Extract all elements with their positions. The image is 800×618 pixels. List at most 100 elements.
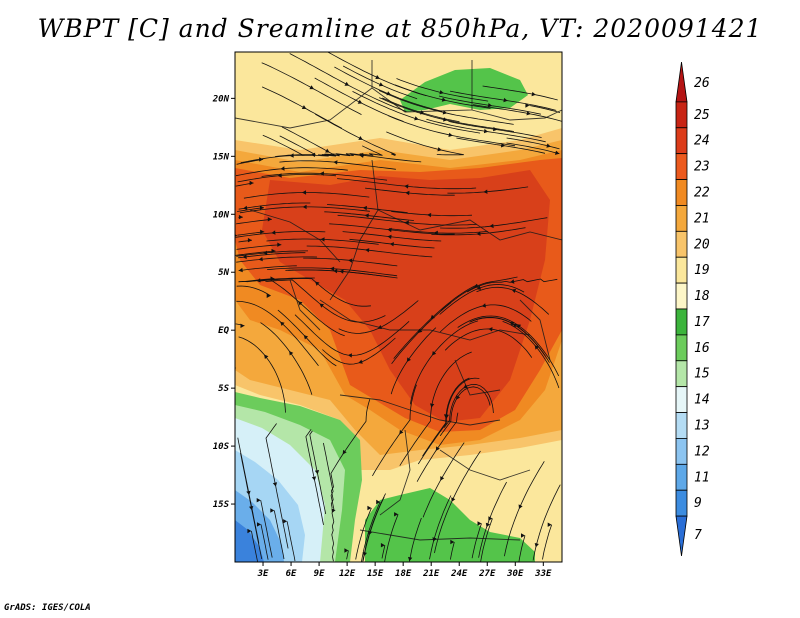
streamline-arrow bbox=[377, 325, 383, 329]
streamline-arrow bbox=[443, 414, 449, 419]
streamline-arrow bbox=[430, 403, 435, 408]
streamline bbox=[346, 550, 349, 560]
streamline-arrow bbox=[442, 110, 448, 115]
streamline-arrow bbox=[320, 237, 325, 242]
streamline-arrow bbox=[451, 497, 456, 502]
streamline-arrow bbox=[249, 180, 254, 186]
lon-tick-label: 3E bbox=[257, 569, 269, 579]
streamline-arrow bbox=[493, 126, 498, 132]
streamline bbox=[471, 523, 482, 559]
streamline-arrow bbox=[267, 217, 272, 222]
colorbar-label: 16 bbox=[694, 341, 710, 356]
streamline bbox=[279, 160, 396, 170]
streamline-arrow bbox=[525, 103, 530, 108]
streamline-arrow bbox=[298, 301, 303, 306]
streamline bbox=[238, 278, 275, 283]
streamline-arrow bbox=[364, 213, 369, 218]
streamline bbox=[355, 507, 372, 560]
colorbar-label: 17 bbox=[694, 315, 710, 330]
streamline-arrow bbox=[301, 105, 307, 109]
streamline-arrow bbox=[518, 504, 523, 509]
streamline-arrow bbox=[488, 516, 493, 521]
streamline-arrow bbox=[380, 543, 385, 548]
streamline bbox=[237, 207, 264, 212]
streamline bbox=[260, 524, 269, 560]
lat-tick-label: EQ bbox=[218, 326, 229, 336]
streamline-arrow bbox=[405, 190, 410, 196]
streamline-arrow bbox=[325, 148, 330, 153]
colorbar-label: 21 bbox=[694, 211, 710, 226]
streamline-arrow bbox=[387, 234, 392, 239]
streamline-arrow bbox=[257, 522, 261, 527]
streamline-arrows bbox=[231, 75, 560, 562]
lat-tick-label: 10N bbox=[213, 210, 230, 220]
streamline bbox=[265, 279, 386, 323]
streamline-arrow bbox=[456, 395, 461, 400]
lon-tick-label: 6E bbox=[286, 569, 297, 579]
streamline-arrow bbox=[280, 166, 285, 171]
streamline bbox=[429, 495, 452, 560]
streamline-arrow bbox=[259, 205, 264, 210]
streamline-arrow bbox=[399, 429, 404, 435]
streamline-arrow bbox=[394, 512, 399, 517]
streamline bbox=[542, 524, 553, 560]
streamline-arrow bbox=[231, 298, 235, 302]
streamline-arrow bbox=[333, 160, 338, 165]
colorbar-label: 19 bbox=[694, 263, 710, 278]
streamline bbox=[235, 231, 326, 238]
chart-title: WBPT [C] and Sreamline at 850hPa, VT: 20… bbox=[37, 14, 763, 43]
colorbar-label: 24 bbox=[694, 134, 710, 149]
green-north bbox=[400, 68, 528, 112]
streamline-arrow bbox=[280, 321, 285, 326]
grads-credit: GrADS: IGES/COLA bbox=[4, 603, 91, 613]
streamline-arrow bbox=[302, 190, 307, 195]
streamline bbox=[439, 386, 491, 437]
lat-tick-label: 15N bbox=[213, 152, 230, 162]
streamline-arrow bbox=[302, 204, 307, 210]
streamline-arrow bbox=[362, 552, 367, 557]
colorbar-segment bbox=[675, 334, 688, 362]
colorbar-segment bbox=[675, 412, 688, 439]
streamline-arrow bbox=[526, 111, 531, 116]
streamline bbox=[327, 52, 427, 97]
streamline bbox=[342, 65, 418, 100]
colorbar-segment bbox=[675, 205, 688, 232]
streamline-arrow bbox=[510, 279, 515, 284]
streamline bbox=[326, 204, 408, 213]
streamline-arrow bbox=[534, 345, 539, 350]
streamline-arrow bbox=[477, 521, 482, 526]
streamline-arrow bbox=[272, 482, 278, 487]
streamline bbox=[306, 245, 433, 258]
colorbar-label: 22 bbox=[694, 186, 710, 201]
streamline-arrow bbox=[509, 322, 515, 326]
lon-tick-label: 15E bbox=[367, 569, 384, 579]
streamline-arrow bbox=[358, 152, 363, 158]
streamline-arrow bbox=[448, 132, 453, 137]
streamline-arrow bbox=[263, 250, 268, 255]
streamline-arrow bbox=[266, 293, 271, 298]
streamline-arrow bbox=[260, 229, 265, 234]
streamline-arrow bbox=[358, 359, 363, 364]
streamline-arrow bbox=[386, 91, 391, 96]
colorbar-segment bbox=[675, 101, 688, 129]
streamline-arrow bbox=[440, 476, 445, 481]
streamline-arrow bbox=[270, 276, 275, 281]
colorbar-segment bbox=[675, 153, 688, 180]
colorbar-segment bbox=[675, 127, 688, 155]
streamline-arrow bbox=[521, 533, 525, 538]
streamline-arrow bbox=[330, 266, 335, 271]
streamline-arrow bbox=[500, 143, 506, 148]
streamline-arrow bbox=[271, 230, 276, 235]
colorbar-label: 18 bbox=[694, 289, 710, 304]
colorbar-label: 13 bbox=[694, 419, 710, 434]
streamline bbox=[450, 541, 455, 560]
streamline bbox=[314, 77, 404, 122]
streamline bbox=[243, 192, 370, 199]
streamline-arrow bbox=[256, 498, 261, 503]
colorbar-segment bbox=[675, 463, 688, 491]
streamline-arrow bbox=[256, 278, 261, 283]
longitude-axis: 3E 6E 9E 12E 15E 18E 21E 24E 27E 30E 33E bbox=[257, 562, 552, 579]
streamline-arrow bbox=[368, 530, 373, 536]
streamline-arrow bbox=[247, 528, 252, 534]
colorbar-segment bbox=[675, 282, 688, 310]
